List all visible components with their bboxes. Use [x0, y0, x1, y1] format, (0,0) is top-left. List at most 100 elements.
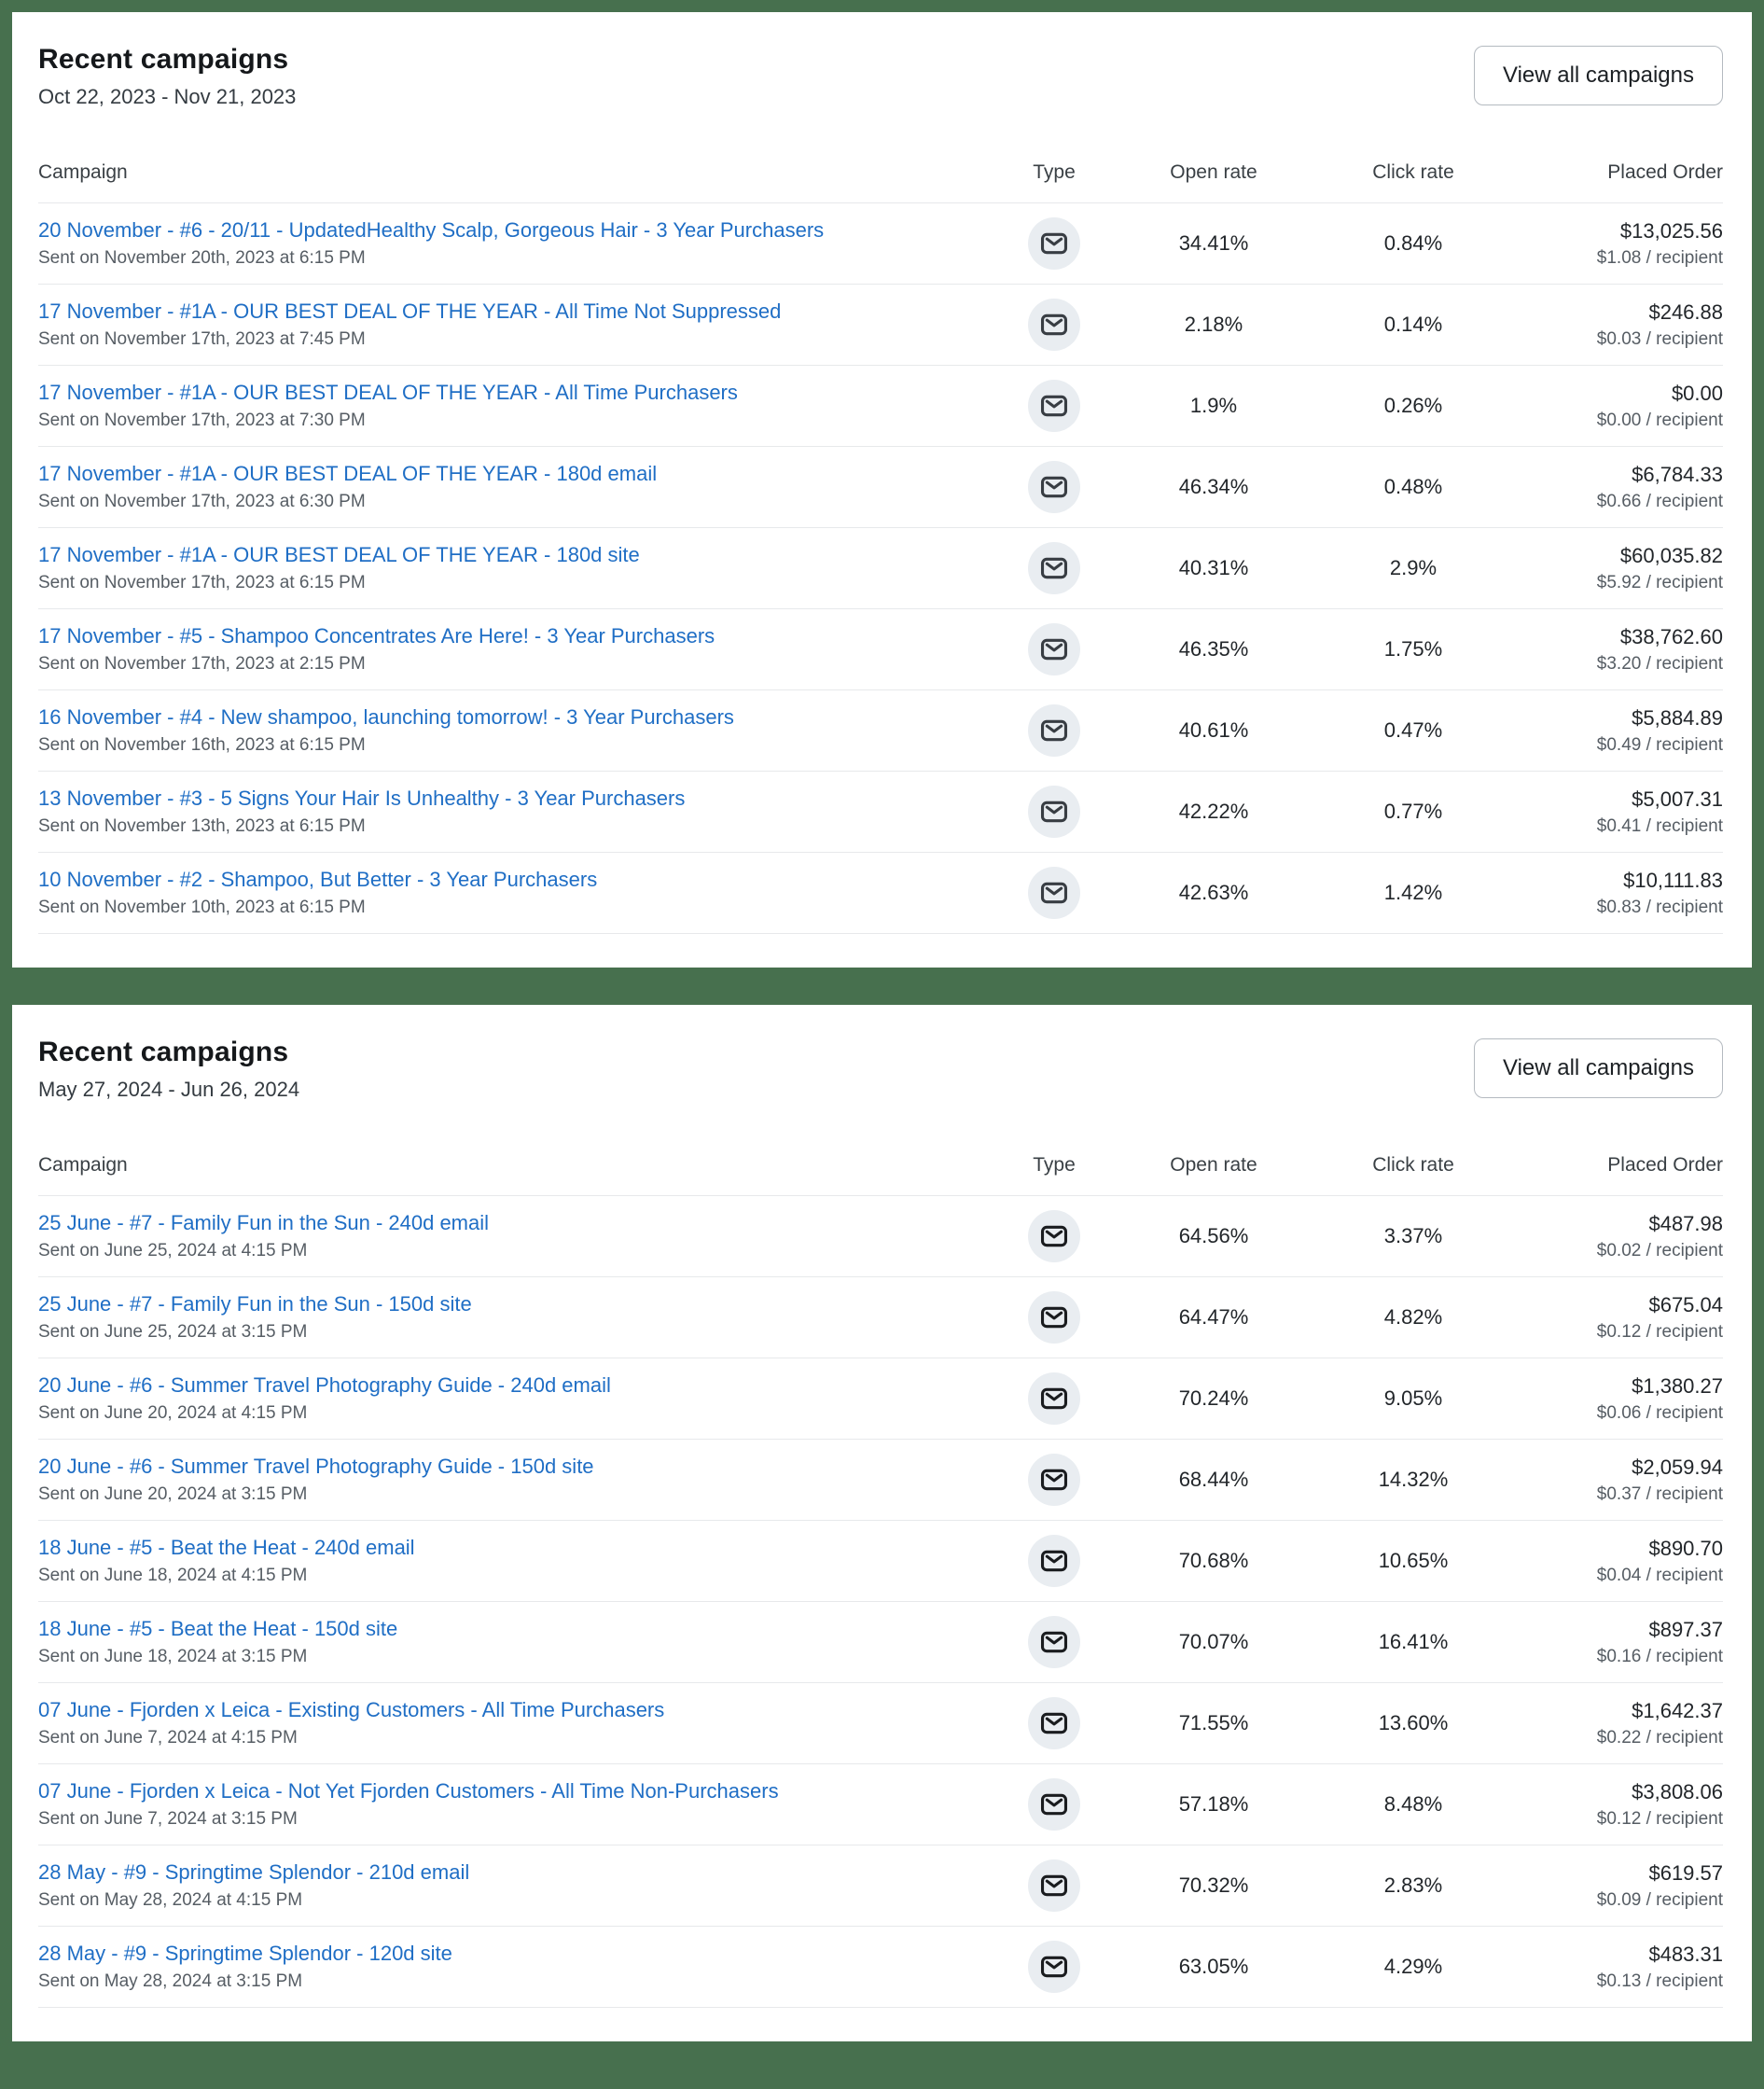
click-rate-value: 0.47%	[1383, 718, 1443, 742]
column-header-placed-order: Placed Order	[1607, 161, 1723, 183]
placed-order-cell: $6,784.33 $0.66 / recipient	[1502, 463, 1723, 512]
campaign-link[interactable]: 07 June - Fjorden x Leica - Not Yet Fjor…	[38, 1779, 779, 1803]
campaign-type-cell	[1006, 786, 1103, 838]
campaign-type-cell	[1006, 623, 1103, 675]
view-all-campaigns-button[interactable]: View all campaigns	[1474, 1038, 1723, 1098]
campaign-sent-timestamp: Sent on November 10th, 2023 at 6:15 PM	[38, 898, 366, 917]
placed-order-total: $38,762.60	[1619, 624, 1723, 648]
campaign-type-cell	[1006, 217, 1103, 270]
open-rate-value: 64.56%	[1178, 1224, 1249, 1247]
campaign-type-cell	[1006, 1616, 1103, 1668]
click-rate-value: 0.77%	[1383, 800, 1443, 823]
campaign-row: 17 November - #1A - OUR BEST DEAL OF THE…	[38, 447, 1723, 528]
click-rate-value: 13.60%	[1378, 1711, 1449, 1734]
open-rate-value: 46.35%	[1178, 637, 1249, 661]
placed-order-per-recipient: $0.06 / recipient	[1596, 1402, 1723, 1423]
open-rate-value: 1.9%	[1189, 394, 1238, 417]
placed-order-total: $897.37	[1648, 1617, 1723, 1641]
campaign-row: 10 November - #2 - Shampoo, But Better -…	[38, 853, 1723, 934]
email-envelope-icon	[1028, 461, 1080, 513]
campaigns-table-rows: 25 June - #7 - Family Fun in the Sun - 2…	[38, 1196, 1723, 2008]
campaign-link[interactable]: 18 June - #5 - Beat the Heat - 240d emai…	[38, 1536, 415, 1559]
recent-campaigns-panel: Recent campaigns May 27, 2024 - Jun 26, …	[12, 1005, 1752, 2041]
placed-order-per-recipient: $0.00 / recipient	[1596, 410, 1723, 430]
placed-order-cell: $60,035.82 $5.92 / recipient	[1502, 544, 1723, 593]
campaign-row: 17 November - #1A - OUR BEST DEAL OF THE…	[38, 285, 1723, 366]
placed-order-cell: $3,808.06 $0.12 / recipient	[1502, 1780, 1723, 1830]
campaign-sent-timestamp: Sent on May 28, 2024 at 4:15 PM	[38, 1890, 303, 1910]
campaign-link[interactable]: 16 November - #4 - New shampoo, launchin…	[38, 705, 734, 729]
placed-order-cell: $5,007.31 $0.41 / recipient	[1502, 787, 1723, 837]
email-envelope-icon	[1028, 867, 1080, 919]
campaign-sent-timestamp: Sent on November 16th, 2023 at 6:15 PM	[38, 735, 366, 755]
placed-order-total: $246.88	[1648, 299, 1723, 324]
view-all-campaigns-button[interactable]: View all campaigns	[1474, 46, 1723, 105]
email-envelope-icon	[1028, 1697, 1080, 1749]
campaign-sent-timestamp: Sent on June 25, 2024 at 4:15 PM	[38, 1241, 308, 1260]
campaign-link[interactable]: 20 June - #6 - Summer Travel Photography…	[38, 1373, 611, 1397]
campaign-type-cell	[1006, 299, 1103, 351]
campaign-link[interactable]: 17 November - #1A - OUR BEST DEAL OF THE…	[38, 543, 640, 566]
email-envelope-icon	[1028, 786, 1080, 838]
campaign-link[interactable]: 25 June - #7 - Family Fun in the Sun - 1…	[38, 1292, 472, 1316]
campaign-row: 25 June - #7 - Family Fun in the Sun - 1…	[38, 1277, 1723, 1358]
email-envelope-icon	[1028, 542, 1080, 594]
campaign-row: 13 November - #3 - 5 Signs Your Hair Is …	[38, 772, 1723, 853]
campaign-sent-timestamp: Sent on June 25, 2024 at 3:15 PM	[38, 1322, 308, 1342]
campaign-link[interactable]: 17 November - #5 - Shampoo Concentrates …	[38, 624, 715, 648]
recent-campaigns-panel: Recent campaigns Oct 22, 2023 - Nov 21, …	[12, 12, 1752, 968]
click-rate-value: 0.26%	[1383, 394, 1443, 417]
email-envelope-icon	[1028, 1941, 1080, 1993]
campaign-link[interactable]: 28 May - #9 - Springtime Splendor - 120d…	[38, 1942, 452, 1965]
campaign-type-cell	[1006, 1454, 1103, 1506]
placed-order-total: $6,784.33	[1632, 462, 1723, 486]
campaign-row: 20 November - #6 - 20/11 - UpdatedHealth…	[38, 203, 1723, 285]
campaigns-table-rows: 20 November - #6 - 20/11 - UpdatedHealth…	[38, 203, 1723, 934]
email-envelope-icon	[1028, 623, 1080, 675]
campaign-cell: 20 November - #6 - 20/11 - UpdatedHealth…	[38, 218, 1006, 269]
campaign-link[interactable]: 17 November - #1A - OUR BEST DEAL OF THE…	[38, 462, 658, 485]
column-header-click-rate: Click rate	[1372, 1154, 1454, 1176]
open-rate-value: 68.44%	[1178, 1468, 1249, 1491]
campaign-link[interactable]: 13 November - #3 - 5 Signs Your Hair Is …	[38, 787, 686, 810]
open-rate-value: 71.55%	[1178, 1711, 1249, 1734]
campaign-row: 16 November - #4 - New shampoo, launchin…	[38, 690, 1723, 772]
campaign-link[interactable]: 17 November - #1A - OUR BEST DEAL OF THE…	[38, 381, 738, 404]
campaign-cell: 20 June - #6 - Summer Travel Photography…	[38, 1455, 1006, 1505]
open-rate-value: 40.31%	[1178, 556, 1249, 579]
campaign-cell: 18 June - #5 - Beat the Heat - 150d site…	[38, 1617, 1006, 1667]
click-rate-value: 1.42%	[1383, 881, 1443, 904]
panel-header-left: Recent campaigns May 27, 2024 - Jun 26, …	[38, 1037, 299, 1102]
campaign-cell: 07 June - Fjorden x Leica - Not Yet Fjor…	[38, 1779, 1006, 1830]
campaign-cell: 25 June - #7 - Family Fun in the Sun - 1…	[38, 1292, 1006, 1343]
placed-order-total: $487.98	[1648, 1211, 1723, 1235]
campaign-sent-timestamp: Sent on November 17th, 2023 at 7:45 PM	[38, 329, 366, 349]
campaign-link[interactable]: 25 June - #7 - Family Fun in the Sun - 2…	[38, 1211, 490, 1234]
placed-order-total: $890.70	[1648, 1536, 1723, 1560]
click-rate-value: 4.29%	[1383, 1955, 1443, 1978]
click-rate-value: 4.82%	[1383, 1305, 1443, 1329]
campaign-cell: 17 November - #1A - OUR BEST DEAL OF THE…	[38, 462, 1006, 512]
campaign-type-cell	[1006, 542, 1103, 594]
date-range: Oct 22, 2023 - Nov 21, 2023	[38, 85, 297, 108]
placed-order-cell: $897.37 $0.16 / recipient	[1502, 1618, 1723, 1667]
campaign-sent-timestamp: Sent on November 17th, 2023 at 7:30 PM	[38, 411, 366, 430]
campaign-link[interactable]: 07 June - Fjorden x Leica - Existing Cus…	[38, 1698, 665, 1721]
campaign-link[interactable]: 28 May - #9 - Springtime Splendor - 210d…	[38, 1860, 470, 1884]
campaign-link[interactable]: 20 November - #6 - 20/11 - UpdatedHealth…	[38, 218, 825, 242]
placed-order-cell: $890.70 $0.04 / recipient	[1502, 1537, 1723, 1586]
placed-order-cell: $38,762.60 $3.20 / recipient	[1502, 625, 1723, 675]
campaign-type-cell	[1006, 1372, 1103, 1425]
campaign-link[interactable]: 20 June - #6 - Summer Travel Photography…	[38, 1455, 594, 1478]
open-rate-value: 42.22%	[1178, 800, 1249, 823]
campaign-link[interactable]: 10 November - #2 - Shampoo, But Better -…	[38, 868, 598, 891]
campaign-link[interactable]: 17 November - #1A - OUR BEST DEAL OF THE…	[38, 299, 782, 323]
placed-order-per-recipient: $0.12 / recipient	[1596, 1321, 1723, 1342]
campaign-row: 17 November - #5 - Shampoo Concentrates …	[38, 609, 1723, 690]
placed-order-cell: $1,642.37 $0.22 / recipient	[1502, 1699, 1723, 1748]
placed-order-total: $5,884.89	[1632, 705, 1723, 730]
campaign-link[interactable]: 18 June - #5 - Beat the Heat - 150d site	[38, 1617, 398, 1640]
placed-order-per-recipient: $0.66 / recipient	[1596, 491, 1723, 511]
email-envelope-icon	[1028, 1778, 1080, 1831]
panel-title: Recent campaigns	[38, 1037, 289, 1067]
